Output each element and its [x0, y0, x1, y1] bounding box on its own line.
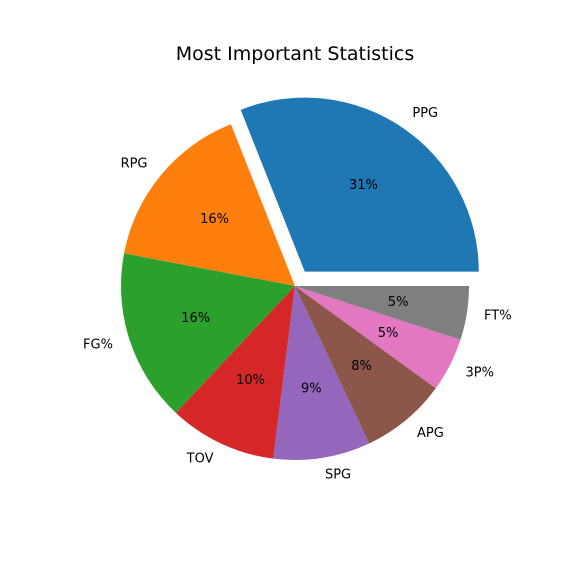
slice-percent-3p-pct: 5%: [378, 326, 399, 341]
slice-percent-apg: 8%: [351, 359, 372, 374]
slice-percent-tov: 10%: [236, 373, 265, 388]
slice-percent-spg: 9%: [301, 382, 322, 397]
pie-slice-fg-pct: [121, 253, 295, 413]
slice-label-spg: SPG: [325, 468, 351, 483]
slice-percent-ppg: 31%: [349, 178, 378, 193]
slice-label-apg: APG: [417, 426, 444, 441]
slice-label-ppg: PPG: [412, 106, 438, 121]
pie-slice-rpg: [124, 124, 295, 286]
slice-percent-rpg: 16%: [200, 212, 229, 227]
slice-label-ft-pct: FT%: [484, 308, 512, 323]
slice-percent-fg-pct: 16%: [181, 311, 210, 326]
slice-label-3p-pct: 3P%: [466, 365, 494, 380]
pie-slice-ft-pct: [295, 286, 469, 340]
chart-title: Most Important Statistics: [175, 43, 415, 65]
pie-slice-tov: [175, 286, 295, 459]
slice-label-rpg: RPG: [121, 156, 148, 171]
slice-percent-ft-pct: 5%: [388, 295, 409, 310]
slice-label-tov: TOV: [186, 452, 214, 467]
pie-slice-3p-pct: [295, 286, 461, 389]
pie-slice-ppg: [240, 97, 479, 272]
pie-slice-apg: [295, 286, 436, 444]
pie-slice-spg: [273, 286, 370, 460]
slice-label-fg-pct: FG%: [83, 338, 113, 353]
